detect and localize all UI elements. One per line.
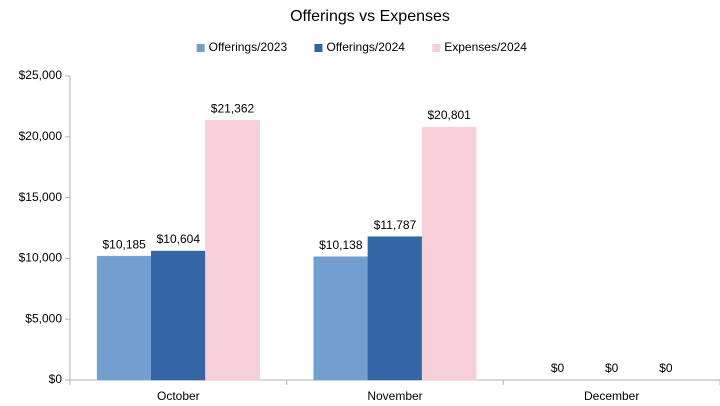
value-label: $11,787	[374, 218, 417, 232]
x-tick-label: December	[584, 389, 639, 403]
value-label: $0	[659, 361, 673, 375]
x-tick-label: October	[157, 389, 200, 403]
value-label: $10,604	[157, 232, 201, 246]
bar	[96, 255, 152, 381]
bar	[421, 126, 477, 381]
y-tick-label: $25,000	[19, 68, 63, 82]
bar	[151, 250, 206, 381]
y-tick-label: $20,000	[19, 129, 63, 143]
y-tick-label: $15,000	[19, 190, 63, 204]
legend-swatch	[314, 44, 323, 52]
value-label: $21,362	[211, 101, 255, 115]
y-tick-label: $0	[49, 372, 63, 386]
y-tick-label: $10,000	[19, 251, 63, 265]
legend-label: Expenses/2024	[444, 40, 527, 54]
legend-label: Offerings/2023	[209, 40, 288, 54]
legend-swatch	[432, 44, 441, 52]
x-tick-label: November	[367, 389, 422, 403]
chart-title: Offerings vs Expenses	[290, 8, 450, 25]
bar	[367, 236, 423, 381]
legend-label: Offerings/2024	[326, 40, 405, 54]
bar	[313, 256, 369, 381]
value-label: $10,138	[319, 238, 363, 252]
legend-swatch	[196, 44, 205, 52]
value-label: $10,185	[102, 237, 146, 251]
value-label: $0	[551, 361, 565, 375]
y-tick-label: $5,000	[25, 311, 62, 325]
bar	[205, 119, 260, 381]
value-label: $0	[605, 361, 619, 375]
value-label: $20,801	[427, 108, 471, 122]
